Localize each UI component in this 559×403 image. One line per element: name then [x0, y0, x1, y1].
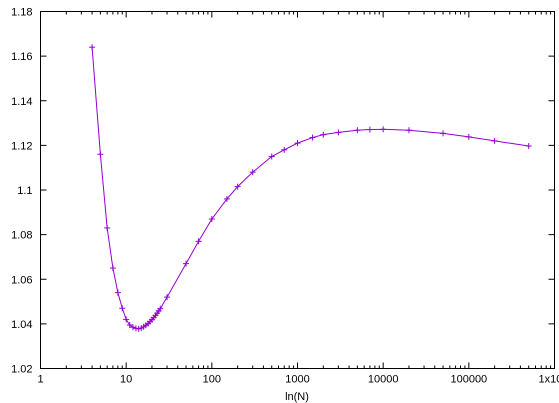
- x-tick-label: 1: [37, 374, 43, 386]
- y-axis: 1.02 1.04 1.06 1.08 1.1 1.12 1.14 1.16 1.18: [11, 7, 555, 376]
- series-layer: [89, 44, 532, 332]
- x-axis-label: ln(N): [285, 391, 309, 403]
- y-tick-label: 1.06: [11, 274, 32, 286]
- x-tick-label: 10: [120, 374, 132, 386]
- series-line: [91, 47, 529, 330]
- y-tick-label: 1.1: [17, 185, 32, 197]
- x-tick-label: 100: [203, 374, 221, 386]
- y-tick-label: 1.18: [11, 7, 32, 19]
- y-tick-label: 1.08: [11, 230, 32, 242]
- x-axis: 1 10 100 1000 10000 100000 1x106: [37, 11, 559, 386]
- y-tick-label: 1.04: [11, 319, 32, 331]
- x-tick-label: 1000: [285, 374, 309, 386]
- x-tick-label: 10000: [368, 374, 399, 386]
- y-tick-label: 1.12: [11, 140, 32, 152]
- y-tick-label: 1.16: [11, 51, 32, 63]
- y-tick-label: 1.02: [11, 364, 32, 376]
- y-tick-label: 1.14: [11, 96, 32, 108]
- x-tick-label: 100000: [450, 374, 487, 386]
- x-tick-label: 1x106: [539, 371, 559, 386]
- plot-frame: [40, 11, 555, 369]
